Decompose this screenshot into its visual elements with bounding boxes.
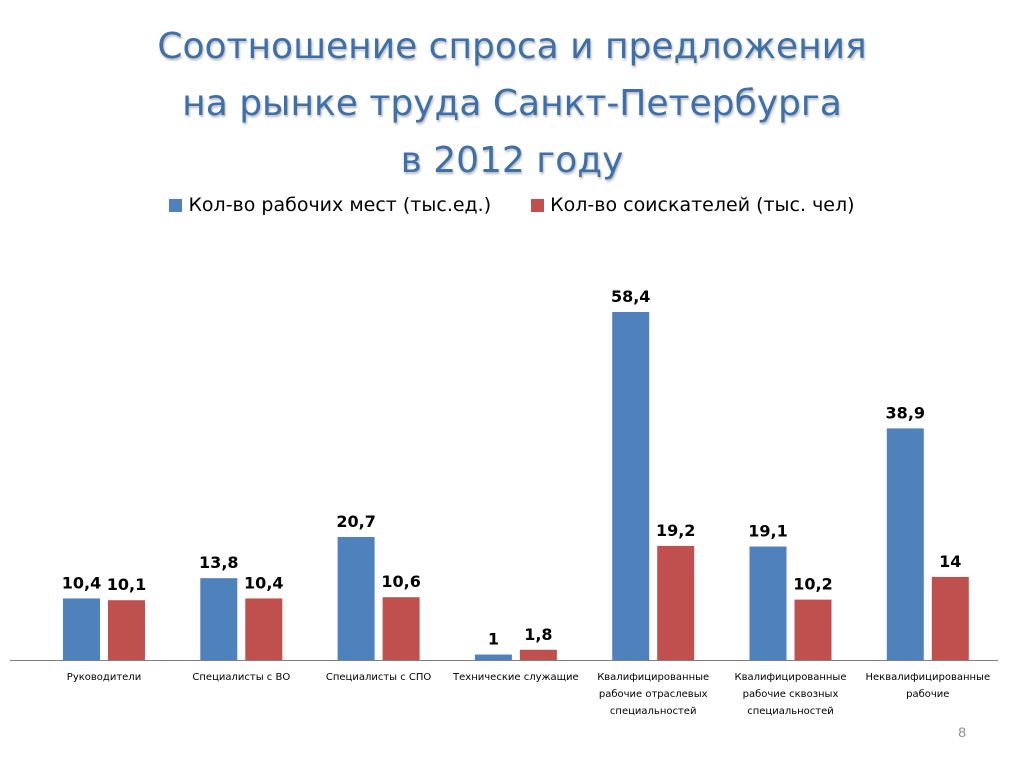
category-label-line: рабочие отраслевых	[598, 689, 708, 700]
category-label-6: Неквалифицированные рабочие	[858, 669, 998, 703]
category-label-line: Неквалифицированные	[865, 672, 991, 683]
category-label-line: Специалисты с СПО	[325, 672, 432, 683]
category-label-line: Специалисты с ВО	[192, 672, 291, 683]
legend-swatch-jobs	[169, 198, 183, 212]
category-label-2: Специалисты с СПО	[309, 669, 449, 686]
slide-title: Соотношение спроса и предложения на рынк…	[0, 18, 1024, 189]
data-label-applicants-6: 14	[939, 552, 961, 571]
bar-jobs-1	[200, 578, 238, 661]
data-label-applicants-3: 1,8	[524, 625, 552, 644]
bar-applicants-4	[657, 545, 695, 661]
bar-jobs-2	[337, 536, 375, 661]
data-label-applicants-2: 10,6	[381, 572, 420, 591]
bar-applicants-6	[931, 576, 969, 661]
data-label-jobs-3: 1	[488, 630, 499, 649]
bar-jobs-0	[63, 598, 100, 661]
legend-item-jobs: Кол-во рабочих мест (тыс.ед.)	[169, 194, 491, 216]
title-line-2: на рынке труда Санкт-Петербурга	[182, 83, 842, 124]
data-label-jobs-5: 19,1	[748, 522, 787, 541]
category-label-line: специальностей	[609, 706, 697, 717]
legend-label-applicants: Кол-во соискателей (тыс. чел)	[550, 194, 855, 216]
bar-jobs-6	[886, 428, 924, 661]
category-label-line: специальностей	[747, 706, 834, 717]
data-label-applicants-1: 10,4	[244, 573, 283, 592]
legend-item-applicants: Кол-во соискателей (тыс. чел)	[531, 194, 855, 216]
bar-jobs-3	[474, 654, 512, 661]
bar-applicants-5	[794, 599, 832, 661]
data-label-jobs-4: 58,4	[611, 287, 650, 306]
data-label-applicants-4: 19,2	[656, 521, 695, 540]
title-line-1: Соотношение спроса и предложения	[157, 26, 867, 67]
category-label-5: Квалифицированные рабочие сквозных специал…	[721, 669, 861, 720]
page-number: 8	[958, 724, 966, 740]
chart-legend: Кол-во рабочих мест (тыс.ед.) Кол-во сои…	[0, 194, 1024, 216]
bar-applicants-0	[108, 600, 145, 661]
category-label-line: рабочие сквозных	[742, 689, 839, 700]
category-label-0: Руководители	[34, 669, 174, 686]
category-label-line: Квалифицированные	[734, 672, 847, 683]
category-label-4: Квалифицированные рабочие отраслевых специ…	[583, 669, 723, 720]
legend-label-jobs: Кол-во рабочих мест (тыс.ед.)	[188, 194, 492, 216]
bar-applicants-3	[519, 649, 557, 661]
bar-applicants-2	[382, 597, 420, 661]
category-label-line: Технические служащие	[453, 672, 579, 683]
title-line-3: в 2012 году	[400, 140, 624, 181]
category-label-line: Квалифицированные	[597, 672, 710, 683]
data-label-applicants-0: 10,1	[107, 575, 146, 594]
bar-applicants-1	[245, 598, 283, 661]
data-label-applicants-5: 10,2	[793, 575, 832, 594]
data-label-jobs-0: 10,4	[62, 573, 101, 592]
data-label-jobs-1: 13,8	[199, 553, 238, 572]
category-label-line: Руководители	[66, 672, 142, 683]
bar-jobs-5	[749, 546, 787, 661]
category-label-3: Технические служащие	[446, 669, 586, 686]
data-label-jobs-6: 38,9	[886, 403, 925, 422]
legend-swatch-applicants	[531, 198, 545, 212]
category-label-line: рабочие	[906, 689, 950, 700]
data-label-jobs-2: 20,7	[336, 512, 375, 531]
bar-jobs-4	[612, 312, 650, 661]
category-label-1: Специалисты с ВО	[171, 669, 311, 686]
